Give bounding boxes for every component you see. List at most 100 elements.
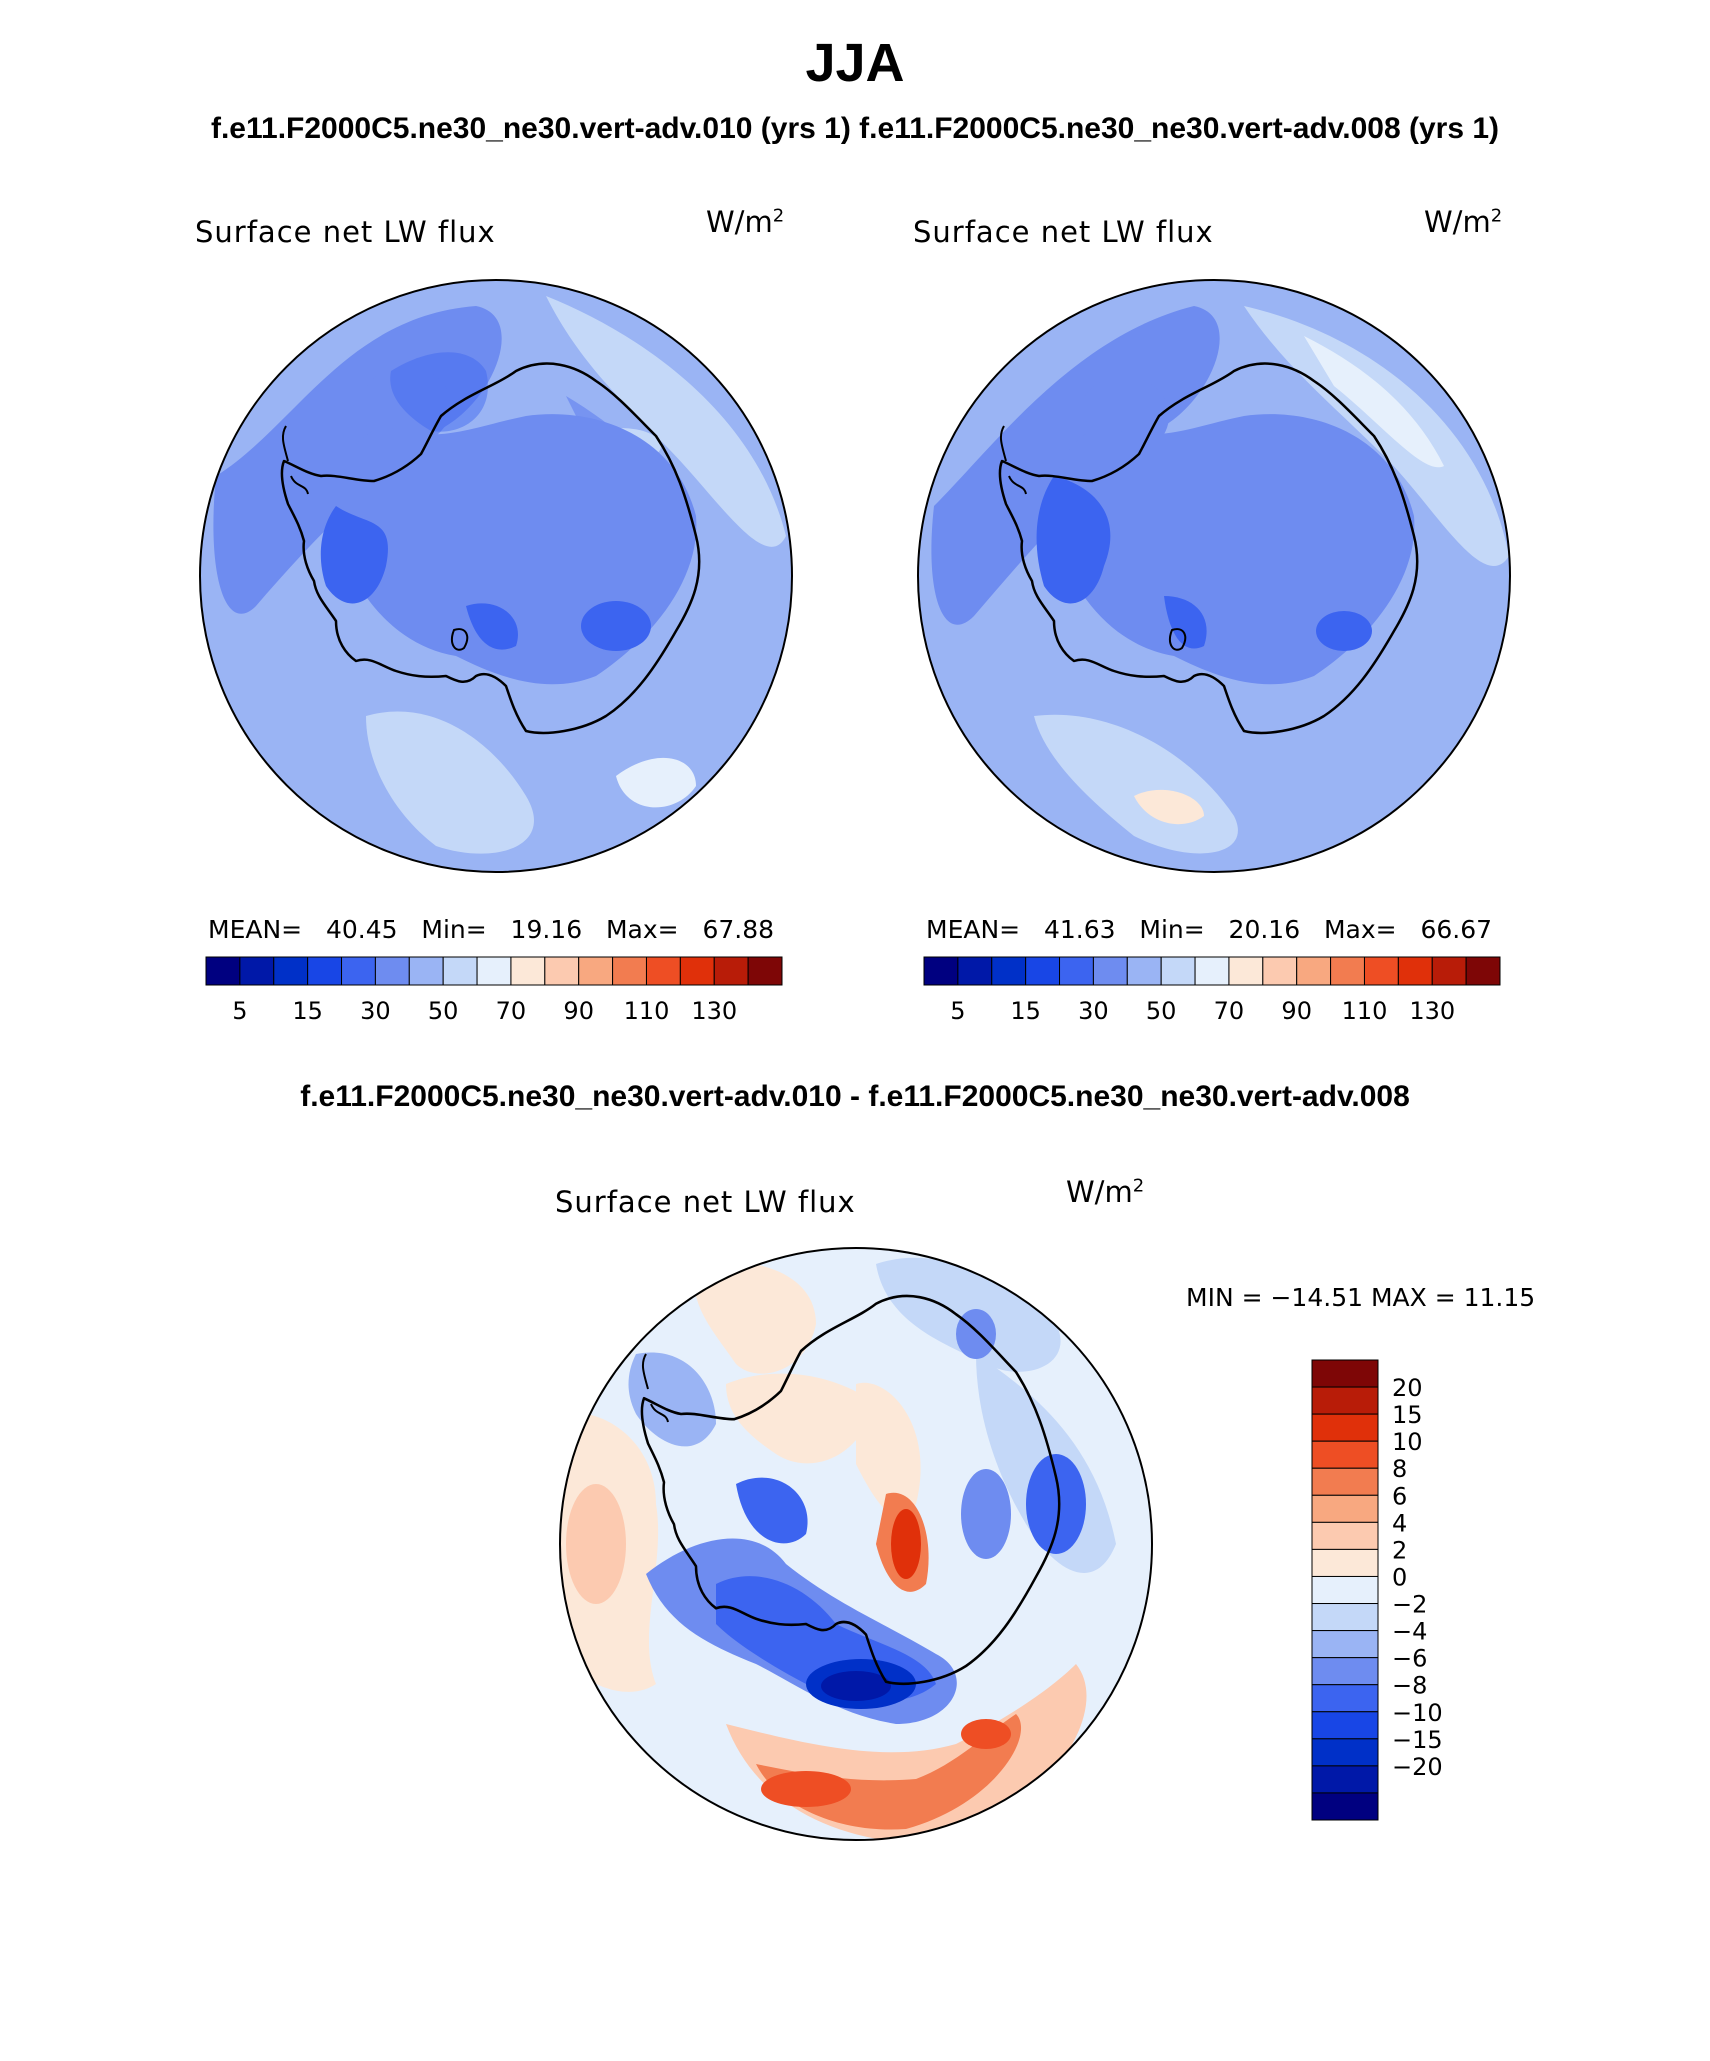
left-field-band-northeast xyxy=(546,296,786,547)
diff-colorbar-box xyxy=(1311,1575,1379,1605)
right-colorbar-box xyxy=(1092,956,1128,986)
diff-colorbar-tick-label: −10 xyxy=(1392,1699,1443,1727)
left-colorbar-tick-label: 15 xyxy=(292,997,323,1025)
diff-colorbar-box xyxy=(1311,1657,1379,1686)
diff-colorbar-box xyxy=(1311,1738,1379,1767)
right-colorbar-tick-label: 110 xyxy=(1342,997,1388,1025)
diff-colorbar-box xyxy=(1311,1548,1379,1577)
left-colorbar-tick-label: 50 xyxy=(428,997,459,1025)
right-field-patch-warm xyxy=(1134,789,1204,825)
left-field-patch-northwest xyxy=(361,366,451,446)
right-stats-line: MEAN= 41.63 Min= 20.16 Max= 66.67 xyxy=(926,915,1493,944)
right-colorbar-box xyxy=(1330,956,1365,986)
right-colorbar-box xyxy=(1059,956,1094,986)
left-field-band-south xyxy=(366,711,534,854)
left-colorbar-box xyxy=(273,956,309,986)
right-mean-value: 41.63 xyxy=(1043,915,1116,944)
diff-warm-patch-west xyxy=(566,1484,626,1604)
right-colorbar-box xyxy=(1296,956,1332,986)
right-colorbar-tick-label: 30 xyxy=(1078,997,1109,1025)
diff-warm-core-southeast xyxy=(961,1719,1011,1749)
diff-colorbar-tick-label: −2 xyxy=(1392,1591,1427,1619)
right-colorbar-box xyxy=(923,956,959,986)
diff-colorbar-tick-label: 0 xyxy=(1392,1563,1407,1591)
left-ross-island xyxy=(450,628,469,651)
diff-colorbar-box xyxy=(1311,1603,1379,1632)
left-peninsula-islands xyxy=(281,425,309,495)
right-colorbar-box xyxy=(1194,956,1230,986)
diff-colorbar-tick-label: 4 xyxy=(1392,1509,1407,1537)
diff-peninsula-islands xyxy=(641,1353,669,1423)
right-colorbar-box xyxy=(1431,956,1467,986)
right-colorbar-box xyxy=(1160,956,1196,986)
left-mean-value: 40.45 xyxy=(325,915,398,944)
left-colorbar-box xyxy=(645,956,681,986)
diff-colorbar-box xyxy=(1311,1711,1379,1740)
diff-colorbar-tick-label: 20 xyxy=(1392,1374,1423,1402)
right-colorbar-box xyxy=(1228,956,1264,986)
right-colorbar-box xyxy=(1363,956,1399,986)
diff-colorbar-box xyxy=(1311,1440,1379,1469)
diff-colorbar-box xyxy=(1311,1684,1379,1713)
left-colorbar-box xyxy=(544,956,580,986)
right-field-band-outer xyxy=(1304,336,1444,468)
diff-antarctica-coastline xyxy=(640,1294,1061,1685)
left-polar-map xyxy=(199,279,793,873)
diff-warm-patch-north xyxy=(694,1261,816,1374)
diff-map-boundary xyxy=(559,1247,1153,1841)
difference-title: f.e11.F2000C5.ne30_ne30.vert-adv.010 - f… xyxy=(300,1080,1410,1113)
right-colorbar-tick-label: 130 xyxy=(1409,997,1455,1025)
left-colorbar: 5 15 30 50 70 90 110 130 xyxy=(205,956,783,1025)
left-min-value: 19.16 xyxy=(510,915,583,944)
diff-colorbar-tick-label: −20 xyxy=(1392,1753,1443,1781)
left-field-low-ross xyxy=(466,603,518,650)
right-field-low-peninsula xyxy=(1036,476,1111,604)
right-antarctica-coastline xyxy=(998,362,1419,735)
diff-variable-label: Surface net LW flux xyxy=(555,1185,856,1219)
left-colorbar-tick-label: 70 xyxy=(496,997,527,1025)
diff-cool-patch-east xyxy=(1026,1454,1086,1554)
diff-warm-patch-center xyxy=(856,1382,921,1517)
left-colorbar-box xyxy=(442,956,478,986)
diff-colorbar-tick-label: 2 xyxy=(1392,1536,1407,1564)
left-colorbar-box xyxy=(307,956,343,986)
left-stats-line: MEAN= 40.45 Min= 19.16 Max= 67.88 xyxy=(208,915,775,944)
left-colorbar-box xyxy=(374,956,410,986)
diff-warm-core-south xyxy=(761,1771,851,1807)
diff-colorbar-box xyxy=(1311,1413,1379,1442)
left-units-label: W/m2 xyxy=(706,205,785,239)
diff-colorbar-box xyxy=(1311,1630,1379,1659)
right-max-value: 66.67 xyxy=(1420,915,1493,944)
case-comparison-subtitle: f.e11.F2000C5.ne30_ne30.vert-adv.010 (yr… xyxy=(210,112,1500,145)
diff-colorbar-box xyxy=(1311,1386,1379,1415)
left-variable-label: Surface net LW flux xyxy=(195,215,496,249)
diff-colorbar-tick-label: −15 xyxy=(1392,1726,1443,1754)
right-min-value: 20.16 xyxy=(1228,915,1301,944)
diff-colorbar-tick-label: 6 xyxy=(1392,1482,1407,1510)
diff-minimum-center xyxy=(821,1671,891,1701)
diff-cool-patch-northeast xyxy=(956,1309,996,1359)
diff-minmax-label: MIN = −14.51 MAX = 11.15 xyxy=(1186,1283,1536,1312)
left-colorbar-box xyxy=(612,956,647,986)
right-antarctica-field xyxy=(1051,414,1415,685)
diff-cool-patch-peninsula xyxy=(628,1352,716,1447)
right-field-low-ross xyxy=(1164,596,1207,649)
diff-colorbar-box xyxy=(1311,1494,1379,1523)
diff-cool-patch-ross xyxy=(736,1477,808,1544)
right-colorbar-tick-label: 70 xyxy=(1214,997,1245,1025)
left-colorbar-tick-label: 5 xyxy=(232,997,247,1025)
left-colorbar-box xyxy=(578,956,614,986)
right-colorbar-box xyxy=(1025,956,1061,986)
right-colorbar-box xyxy=(1397,956,1433,986)
diff-colorbar-tick-label: −4 xyxy=(1392,1618,1427,1646)
diff-colorbar-box xyxy=(1311,1792,1379,1821)
right-colorbar-tick-label: 5 xyxy=(950,997,965,1025)
left-colorbar-box xyxy=(679,956,715,986)
diff-colorbar-tick-label: 10 xyxy=(1392,1428,1423,1456)
right-colorbar-box xyxy=(1262,956,1298,986)
left-colorbar-box xyxy=(239,956,275,986)
diff-colorbar-tick-label: 8 xyxy=(1392,1455,1407,1483)
right-field-band-northeast xyxy=(1244,306,1509,566)
diff-colorbar-tick-label: 15 xyxy=(1392,1401,1423,1429)
